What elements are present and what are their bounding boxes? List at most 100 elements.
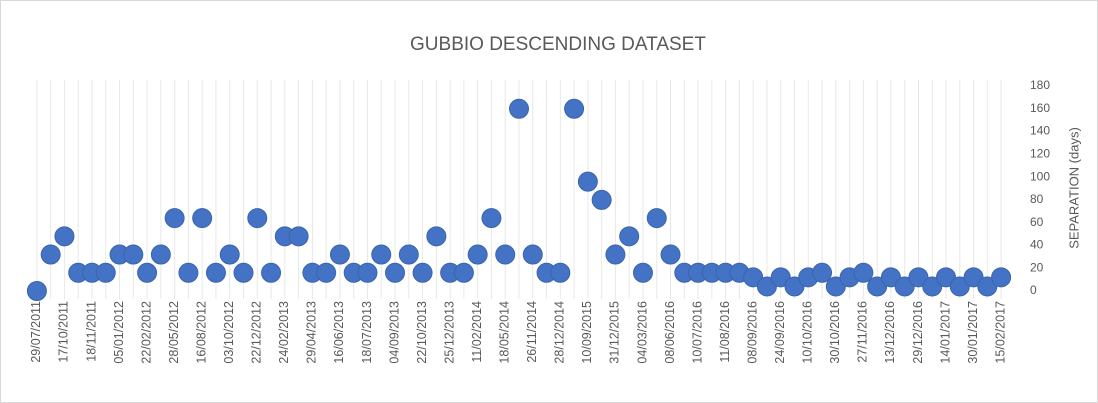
point: [619, 226, 640, 247]
y-tick-label: 40: [1030, 238, 1044, 252]
x-tick-label: 05/01/2012: [112, 301, 126, 364]
y-tick-label: 0: [1030, 283, 1037, 297]
y-tick-label: 140: [1030, 124, 1050, 138]
x-tick-label: 22/10/2013: [415, 301, 429, 364]
point: [371, 244, 392, 265]
x-tick-label: 29/04/2013: [305, 301, 319, 364]
point: [453, 262, 474, 283]
y-tick-label: 100: [1030, 169, 1050, 183]
y-tick-label: 120: [1030, 147, 1050, 161]
point: [770, 267, 791, 288]
point: [316, 262, 337, 283]
point: [26, 281, 47, 301]
point: [894, 276, 915, 297]
x-tick-label: 03/10/2012: [222, 301, 236, 364]
y-axis-title: SEPARATION (days): [1066, 127, 1081, 249]
point: [288, 226, 309, 247]
point: [398, 244, 419, 265]
point: [481, 208, 502, 229]
x-tick-label: 18/07/2013: [360, 301, 374, 364]
point: [880, 267, 901, 288]
point: [922, 276, 943, 297]
x-tick-label: 08/06/2016: [663, 301, 677, 364]
x-tick-label: 10/07/2016: [690, 301, 704, 364]
point: [522, 244, 543, 265]
chart-title: GUBBIO DESCENDING DATASET: [410, 34, 706, 55]
point: [123, 244, 144, 265]
y-tick-label: 180: [1030, 78, 1050, 92]
point: [178, 262, 199, 283]
x-tick-label: 26/11/2014: [525, 301, 539, 363]
point: [150, 244, 171, 265]
point: [936, 267, 957, 288]
point: [329, 244, 350, 265]
point: [756, 276, 777, 297]
point: [991, 267, 1012, 288]
point: [412, 262, 433, 283]
y-tick-label: 80: [1030, 192, 1044, 206]
point: [219, 244, 240, 265]
point: [977, 276, 998, 297]
point: [632, 262, 653, 283]
point: [54, 226, 75, 247]
x-tick-label: 27/11/2016: [856, 301, 870, 363]
point: [908, 267, 929, 288]
x-tick-label: 04/09/2013: [387, 301, 401, 364]
x-tick-label: 15/02/2017: [993, 301, 1007, 364]
point: [164, 208, 185, 229]
x-tick-label: 14/01/2017: [938, 301, 952, 364]
point: [205, 262, 226, 283]
x-tick-label: 18/11/2011: [84, 301, 98, 362]
x-tick-label: 13/12/2016: [883, 301, 897, 364]
point: [192, 208, 213, 229]
point: [963, 267, 984, 288]
x-tick-label: 28/05/2012: [167, 301, 181, 364]
x-tick-label: 16/06/2013: [332, 301, 346, 364]
x-tick-label: 22/12/2012: [250, 301, 264, 364]
point: [385, 262, 406, 283]
x-tick-label: 10/09/2015: [580, 301, 594, 364]
x-tick-label: 28/12/2014: [553, 301, 567, 364]
point: [247, 208, 268, 229]
point: [605, 244, 626, 265]
x-tick-label: 30/01/2017: [966, 301, 980, 364]
x-tick-label: 24/02/2013: [277, 301, 291, 364]
x-tick-label: 16/08/2012: [194, 301, 208, 364]
point: [509, 98, 529, 119]
x-tick-label: 22/02/2012: [139, 301, 153, 364]
x-tick-label: 08/09/2016: [745, 301, 759, 364]
point: [261, 262, 282, 283]
point: [660, 244, 681, 265]
x-tick-label: 11/02/2014: [470, 301, 484, 363]
x-tick-label: 30/10/2016: [828, 301, 842, 364]
point: [495, 244, 516, 265]
y-tick-label: 20: [1030, 260, 1044, 274]
point: [467, 244, 488, 265]
point: [137, 262, 158, 283]
point: [426, 226, 447, 247]
point: [577, 171, 598, 192]
point: [743, 267, 764, 288]
point: [825, 276, 846, 297]
x-tick-label: 11/08/2016: [718, 301, 732, 363]
point: [784, 276, 805, 297]
point: [233, 262, 254, 283]
x-tick-label: 04/03/2016: [635, 301, 649, 364]
point: [40, 244, 61, 265]
point: [646, 208, 667, 229]
x-tick-label: 29/12/2016: [911, 301, 925, 364]
x-tick-label: 31/12/2015: [608, 301, 622, 364]
x-tick-label: 24/09/2016: [773, 301, 787, 364]
point: [853, 262, 874, 283]
point: [949, 276, 970, 297]
x-tick-label: 17/10/2011: [57, 301, 71, 363]
x-tick-label: 18/05/2014: [498, 301, 512, 364]
point: [591, 189, 612, 210]
point: [550, 262, 571, 283]
point: [357, 262, 378, 283]
x-tick-label: 10/10/2016: [801, 301, 815, 364]
y-tick-label: 60: [1030, 215, 1044, 229]
x-tick-label: 29/07/2011: [29, 301, 43, 363]
